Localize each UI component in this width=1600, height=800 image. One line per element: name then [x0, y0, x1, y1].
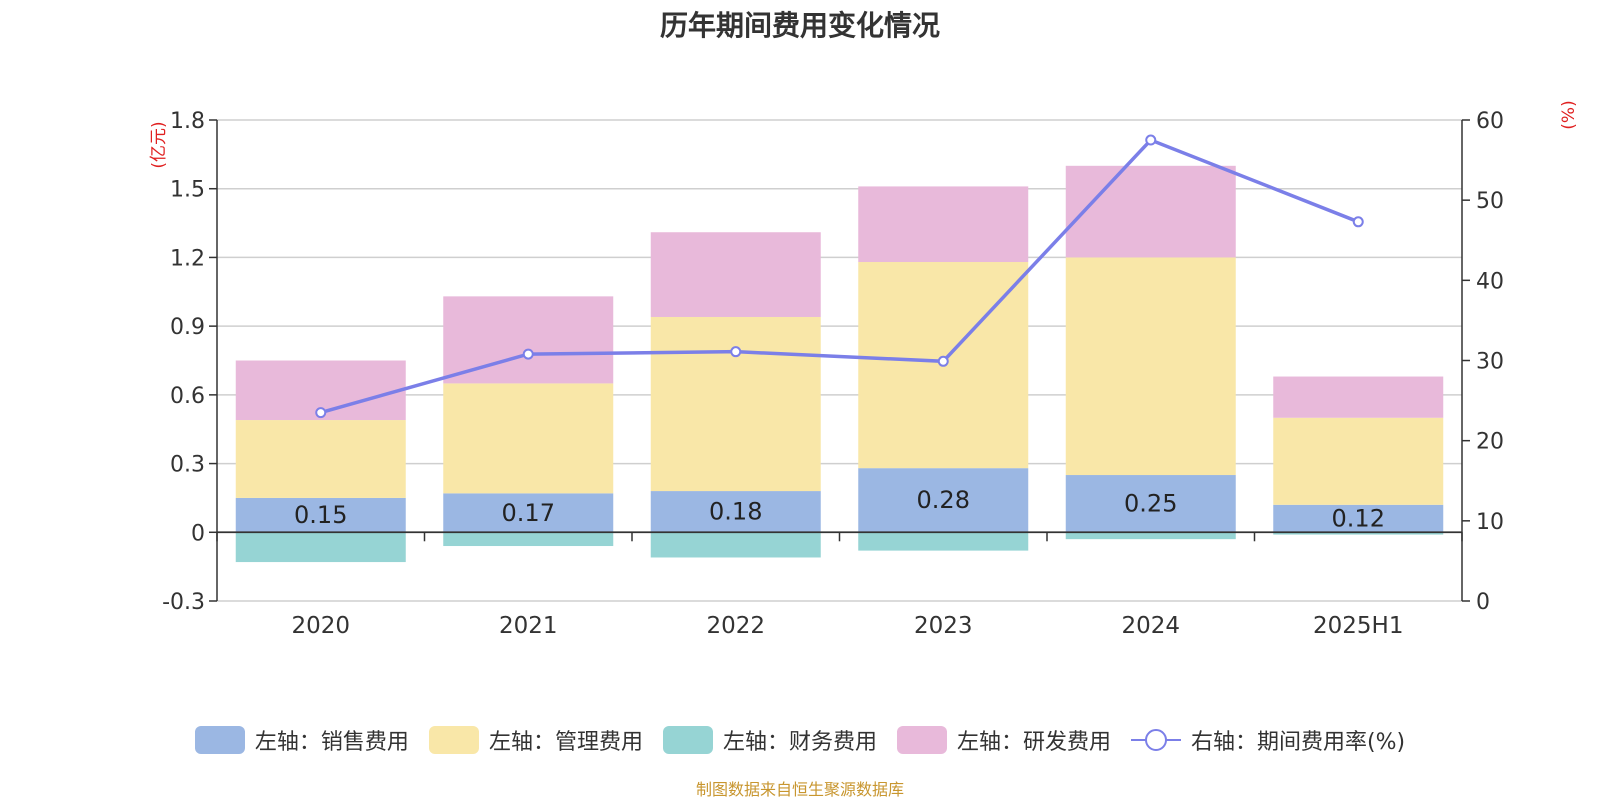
bar-label-2021: 0.17 — [502, 499, 555, 527]
bar-2021 — [443, 383, 614, 494]
bar-2023 — [858, 532, 1029, 551]
right-tick-label: 30 — [1476, 350, 1504, 375]
left-axis-unit: (亿元) — [149, 121, 169, 168]
left-tick-label: 1.2 — [170, 246, 205, 271]
legend: 左轴：销售费用 左轴：管理费用 左轴：财务费用 左轴：研发费用 右轴：期间费用率(%) — [0, 722, 1600, 758]
grid-lines — [217, 119, 1462, 602]
bars — [235, 165, 1444, 563]
legend-swatch — [428, 726, 479, 754]
left-tick-label: -0.3 — [162, 590, 205, 615]
right-tick-label: 0 — [1476, 590, 1490, 615]
bar-label-2024: 0.25 — [1124, 490, 1177, 518]
bar-2021 — [443, 493, 614, 533]
category-label: 2025H1 — [1313, 613, 1403, 639]
bar-2023 — [858, 186, 1029, 263]
rate-polyline — [320, 137, 1359, 415]
left-tick-label: 0.6 — [170, 384, 205, 409]
legend-swatch — [896, 726, 947, 754]
category-label: 2020 — [291, 613, 350, 639]
left-tick-label: 0.3 — [170, 453, 205, 478]
legend-label: 左轴：研发费用 — [956, 730, 1111, 755]
bar-2023 — [858, 468, 1029, 533]
bar-2025H1 — [1273, 417, 1444, 505]
bar-2024 — [1065, 165, 1236, 258]
rate-point-2022 — [730, 346, 742, 358]
bar-2020 — [235, 497, 406, 533]
bar-2024 — [1065, 257, 1236, 476]
data-labels: 0.15 0.17 0.18 0.28 0.25 0.12 — [294, 486, 1385, 532]
legend-item[interactable]: 左轴：管理费用 — [428, 724, 643, 756]
chart-area: 1.8 1.5 1.2 0.9 0.6 0.3 0 -0.3 60 50 40 30 20 10 0 (亿元)… — [149, 100, 1579, 639]
bar-2022 — [650, 491, 821, 533]
legend-swatch — [662, 726, 713, 754]
category-label: 2024 — [1121, 613, 1180, 639]
legend-line-swatch — [1130, 729, 1181, 751]
rate-point-2024 — [1145, 134, 1157, 146]
source-note: 制图数据来自恒生聚源数据库 — [695, 780, 904, 799]
left-tick-label: 1.5 — [170, 178, 205, 203]
bar-2025H1 — [1273, 504, 1444, 533]
right-tick-label: 20 — [1476, 430, 1504, 455]
bar-label-2023: 0.28 — [917, 486, 970, 514]
legend-item[interactable]: 左轴：销售费用 — [194, 724, 409, 756]
rate-point-2020 — [315, 407, 327, 419]
left-tick-label: 0 — [191, 521, 205, 546]
rate-point-2021 — [522, 348, 534, 360]
bar-2024 — [1065, 475, 1236, 533]
right-tick-label: 50 — [1476, 189, 1504, 214]
legend-label: 右轴：期间费用率(%) — [1190, 730, 1406, 755]
bar-2025H1 — [1273, 532, 1444, 535]
legend-label: 左轴：管理费用 — [488, 730, 643, 755]
legend-swatch — [194, 726, 245, 754]
legend-label: 左轴：销售费用 — [254, 730, 409, 755]
rate-point-2023 — [937, 355, 949, 367]
bar-2022 — [650, 232, 821, 317]
right-axis-unit: (%) — [1559, 100, 1579, 129]
left-tick-label: 1.8 — [170, 109, 205, 134]
category-label: 2021 — [499, 613, 558, 639]
rate-line — [315, 134, 1364, 419]
bar-label-2022: 0.18 — [709, 498, 762, 526]
legend-item[interactable]: 左轴：财务费用 — [662, 724, 877, 756]
legend-item[interactable]: 左轴：研发费用 — [896, 724, 1111, 756]
bar-2022 — [650, 532, 821, 558]
bar-label-2025H1: 0.12 — [1332, 505, 1385, 533]
chart-title: 历年期间费用变化情况 — [659, 9, 940, 42]
bar-label-2020: 0.15 — [294, 501, 347, 529]
bar-2022 — [650, 316, 821, 492]
right-tick-label: 40 — [1476, 269, 1504, 294]
rate-point-2025H1 — [1352, 216, 1364, 228]
bar-2020 — [235, 532, 406, 563]
left-tick-label: 0.9 — [170, 315, 205, 340]
axes: 1.8 1.5 1.2 0.9 0.6 0.3 0 -0.3 60 50 40 30 20 10 0 (亿元)… — [149, 100, 1579, 639]
right-tick-label: 10 — [1476, 510, 1504, 535]
bar-2024 — [1065, 532, 1236, 540]
bar-2021 — [443, 532, 614, 547]
bar-2020 — [235, 420, 406, 498]
legend-item[interactable]: 右轴：期间费用率(%) — [1130, 724, 1406, 756]
bar-2025H1 — [1273, 376, 1444, 418]
right-tick-label: 60 — [1476, 109, 1504, 134]
category-label: 2023 — [914, 613, 973, 639]
legend-label: 左轴：财务费用 — [722, 730, 877, 755]
category-label: 2022 — [706, 613, 765, 639]
